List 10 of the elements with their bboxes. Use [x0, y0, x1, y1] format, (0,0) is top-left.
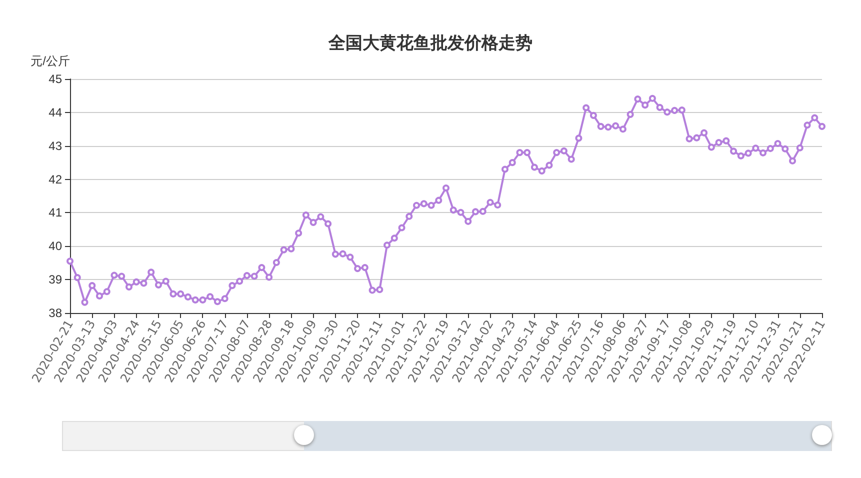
y-tick-label: 39 — [48, 272, 62, 287]
y-axis-title: 元/公斤 — [30, 54, 70, 68]
y-tick-label: 40 — [48, 239, 62, 254]
chart-title: 全国大黄花鱼批发价格走势 — [328, 34, 532, 54]
y-tick-label: 45 — [48, 72, 62, 86]
y-tick-label: 41 — [48, 206, 62, 220]
y-tick-label: 38 — [48, 306, 62, 320]
y-tick-label: 42 — [48, 172, 62, 186]
y-tick-label: 44 — [48, 105, 62, 120]
y-tick-label: 43 — [48, 138, 62, 153]
